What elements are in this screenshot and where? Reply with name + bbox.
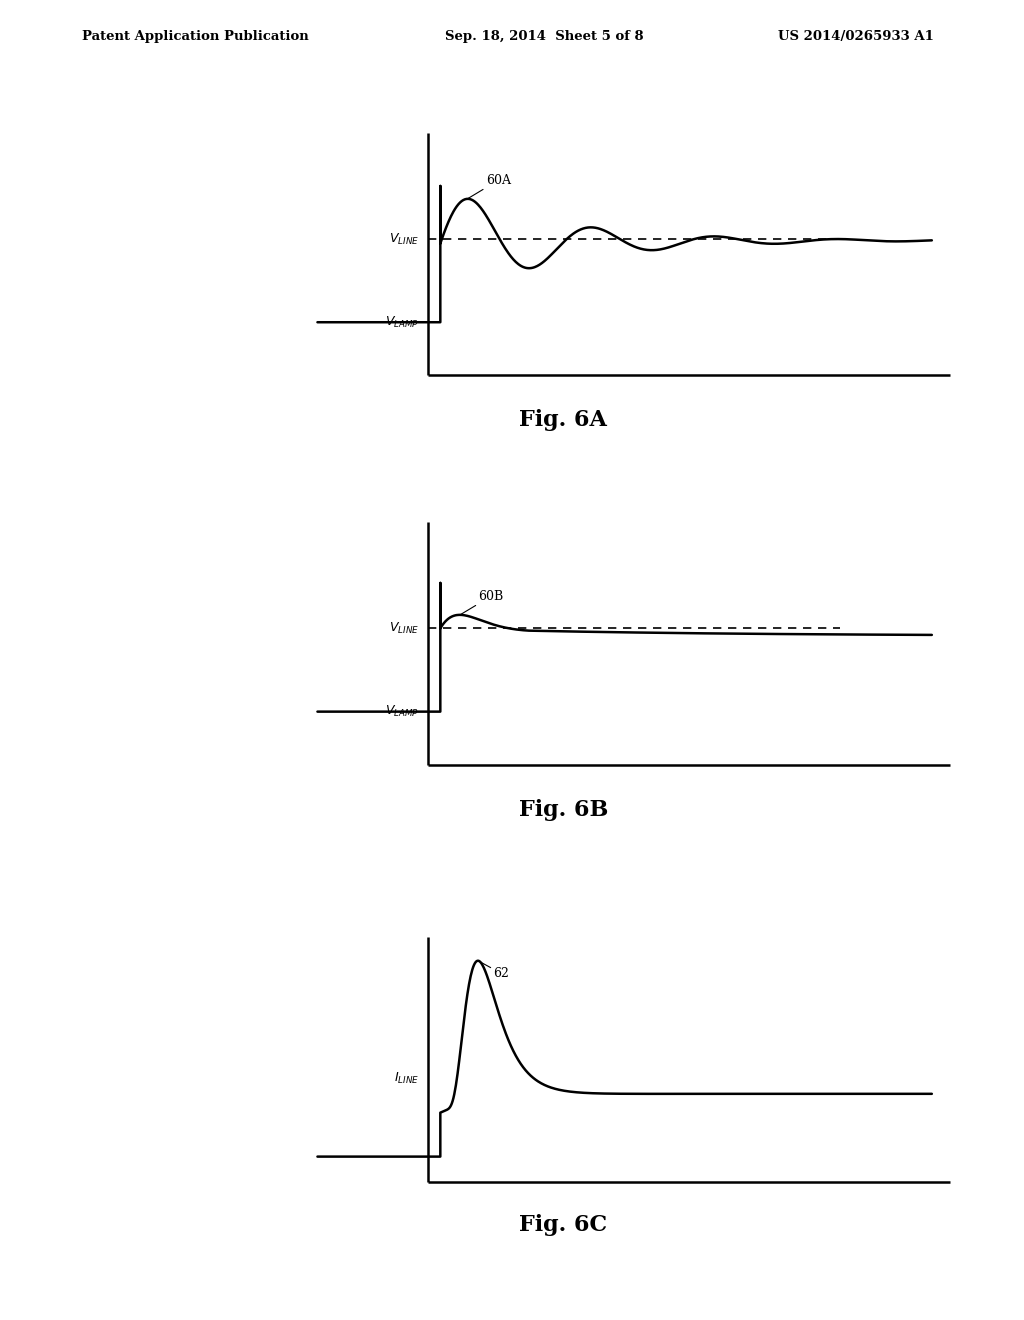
Text: Fig. 6C: Fig. 6C	[519, 1214, 607, 1237]
Text: $V_{LAMP}$: $V_{LAMP}$	[385, 314, 419, 330]
Text: $V_{LINE}$: $V_{LINE}$	[389, 620, 419, 636]
Text: $V_{LAMP}$: $V_{LAMP}$	[385, 704, 419, 719]
Text: $V_{LINE}$: $V_{LINE}$	[389, 231, 419, 247]
Text: 62: 62	[478, 961, 509, 979]
Text: US 2014/0265933 A1: US 2014/0265933 A1	[778, 30, 934, 44]
Text: 60A: 60A	[467, 174, 511, 199]
Text: Sep. 18, 2014  Sheet 5 of 8: Sep. 18, 2014 Sheet 5 of 8	[445, 30, 644, 44]
Text: Fig. 6A: Fig. 6A	[519, 409, 607, 432]
Text: Patent Application Publication: Patent Application Publication	[82, 30, 308, 44]
Text: Fig. 6B: Fig. 6B	[518, 799, 608, 821]
Text: 60B: 60B	[460, 590, 504, 615]
Text: $I_{LINE}$: $I_{LINE}$	[393, 1071, 419, 1085]
